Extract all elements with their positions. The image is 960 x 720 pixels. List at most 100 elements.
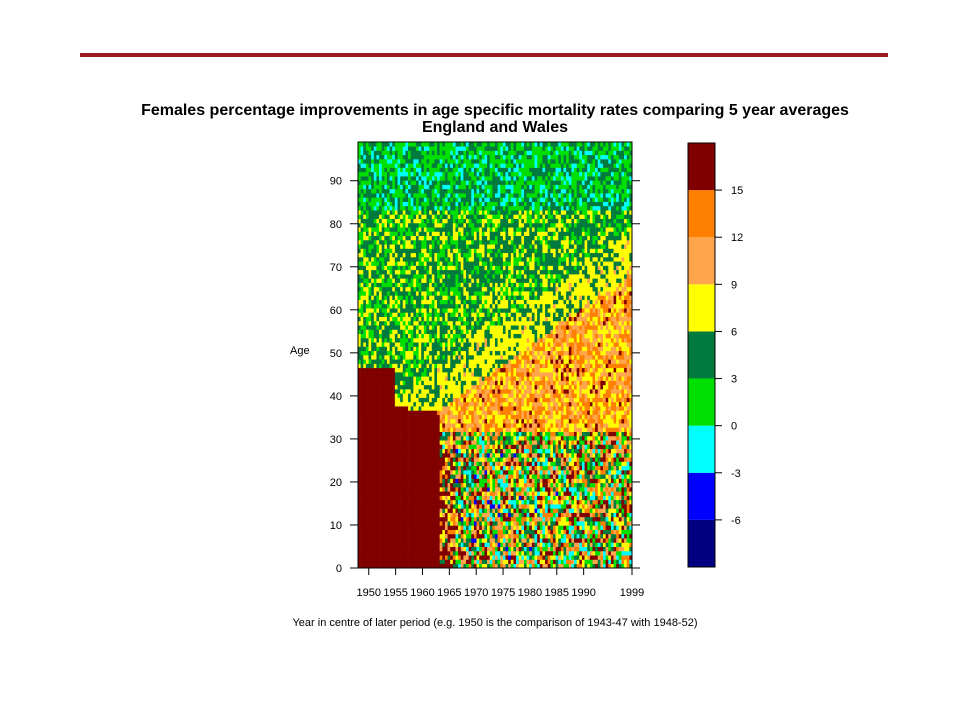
heat-cell — [423, 542, 427, 547]
heat-cell — [605, 533, 609, 539]
heat-cell — [513, 559, 517, 565]
heat-cell — [568, 435, 572, 441]
heat-cell — [510, 508, 514, 513]
heat-cell — [521, 444, 525, 450]
heat-cell — [363, 512, 367, 518]
heat-cell — [487, 423, 491, 428]
heat-cell — [434, 414, 438, 420]
heat-cell — [481, 521, 485, 526]
heat-cell — [481, 380, 485, 386]
heat-cell — [537, 376, 541, 381]
heat-cell — [426, 414, 430, 420]
heat-cell — [426, 504, 430, 509]
heat-cell — [402, 495, 406, 501]
heat-cell — [489, 418, 493, 424]
heat-cell — [460, 555, 464, 560]
heat-cell — [434, 559, 438, 565]
heat-cell — [531, 389, 535, 394]
heat-cell — [521, 440, 525, 445]
heat-cell — [516, 465, 520, 471]
heat-cell — [360, 367, 364, 373]
heat-cell — [547, 521, 551, 526]
heat-cell — [523, 397, 527, 403]
heat-cell — [481, 372, 485, 377]
heat-cell — [423, 401, 427, 407]
heat-cell — [595, 495, 599, 501]
heat-cell — [442, 401, 446, 407]
heat-cell — [429, 546, 433, 552]
heat-cell — [616, 410, 620, 415]
heat-cell — [610, 546, 614, 552]
heat-cell — [400, 423, 404, 428]
heat-cell — [545, 521, 548, 526]
heat-cell — [563, 495, 567, 501]
heat-cell — [466, 457, 469, 462]
heat-cell — [534, 508, 538, 513]
heat-cell — [455, 452, 459, 458]
heat-cell — [363, 538, 367, 543]
heat-cell — [466, 529, 469, 535]
heat-cell — [568, 559, 572, 565]
heat-cell — [521, 546, 525, 552]
heat-cell — [581, 457, 585, 462]
heat-cell — [576, 418, 580, 424]
heat-cell — [368, 555, 372, 560]
heat-cell — [373, 440, 377, 445]
heat-cell — [555, 495, 559, 501]
heat-cell — [610, 550, 614, 556]
heat-cell — [587, 478, 591, 484]
heat-cell — [547, 461, 551, 467]
heat-cell — [502, 478, 506, 484]
heat-cell — [426, 491, 430, 496]
heat-cell — [484, 367, 488, 373]
heat-cell — [371, 465, 375, 471]
heat-cell — [450, 376, 454, 381]
heat-cell — [574, 499, 577, 505]
heat-cell — [605, 418, 609, 424]
heat-cell — [574, 542, 577, 547]
heat-cell — [537, 504, 541, 509]
heat-cell — [452, 504, 456, 509]
heat-cell — [592, 482, 596, 488]
heat-cell — [626, 389, 630, 394]
heat-cell — [603, 461, 606, 467]
heat-cell — [400, 487, 404, 492]
heat-cell — [531, 452, 535, 458]
heat-cell — [555, 538, 559, 543]
heat-cell — [405, 380, 409, 386]
heat-cell — [481, 563, 485, 569]
heat-cell — [468, 440, 472, 445]
heat-cell — [418, 414, 422, 420]
heat-cell — [381, 457, 385, 462]
heat-cell — [360, 482, 364, 488]
heat-cell — [542, 525, 546, 530]
heat-cell — [495, 525, 498, 530]
heat-cell — [502, 461, 506, 467]
heat-cell — [473, 550, 477, 556]
heat-cell — [450, 372, 454, 377]
heat-cell — [539, 533, 543, 539]
heat-cell — [552, 499, 556, 505]
heat-cell — [397, 431, 401, 437]
heat-cell — [521, 512, 525, 518]
heat-cell — [563, 418, 567, 424]
heat-cell — [545, 508, 548, 513]
heat-cell — [624, 525, 628, 530]
heat-cell — [418, 448, 422, 454]
heat-cell — [547, 470, 551, 475]
heat-cell — [405, 414, 409, 420]
heat-cell — [589, 389, 593, 394]
heat-cell — [516, 474, 520, 479]
heat-cell — [492, 427, 496, 432]
heat-cell — [526, 504, 530, 509]
heat-cell — [508, 563, 512, 569]
heat-cell — [405, 508, 409, 513]
heat-cell — [497, 406, 501, 411]
heat-cell — [439, 401, 443, 407]
heat-cell — [431, 521, 435, 526]
heat-cell — [568, 491, 572, 496]
heat-cell — [426, 372, 430, 377]
heat-cell — [365, 376, 369, 381]
heat-cell — [589, 516, 593, 522]
heat-cell — [386, 474, 390, 479]
